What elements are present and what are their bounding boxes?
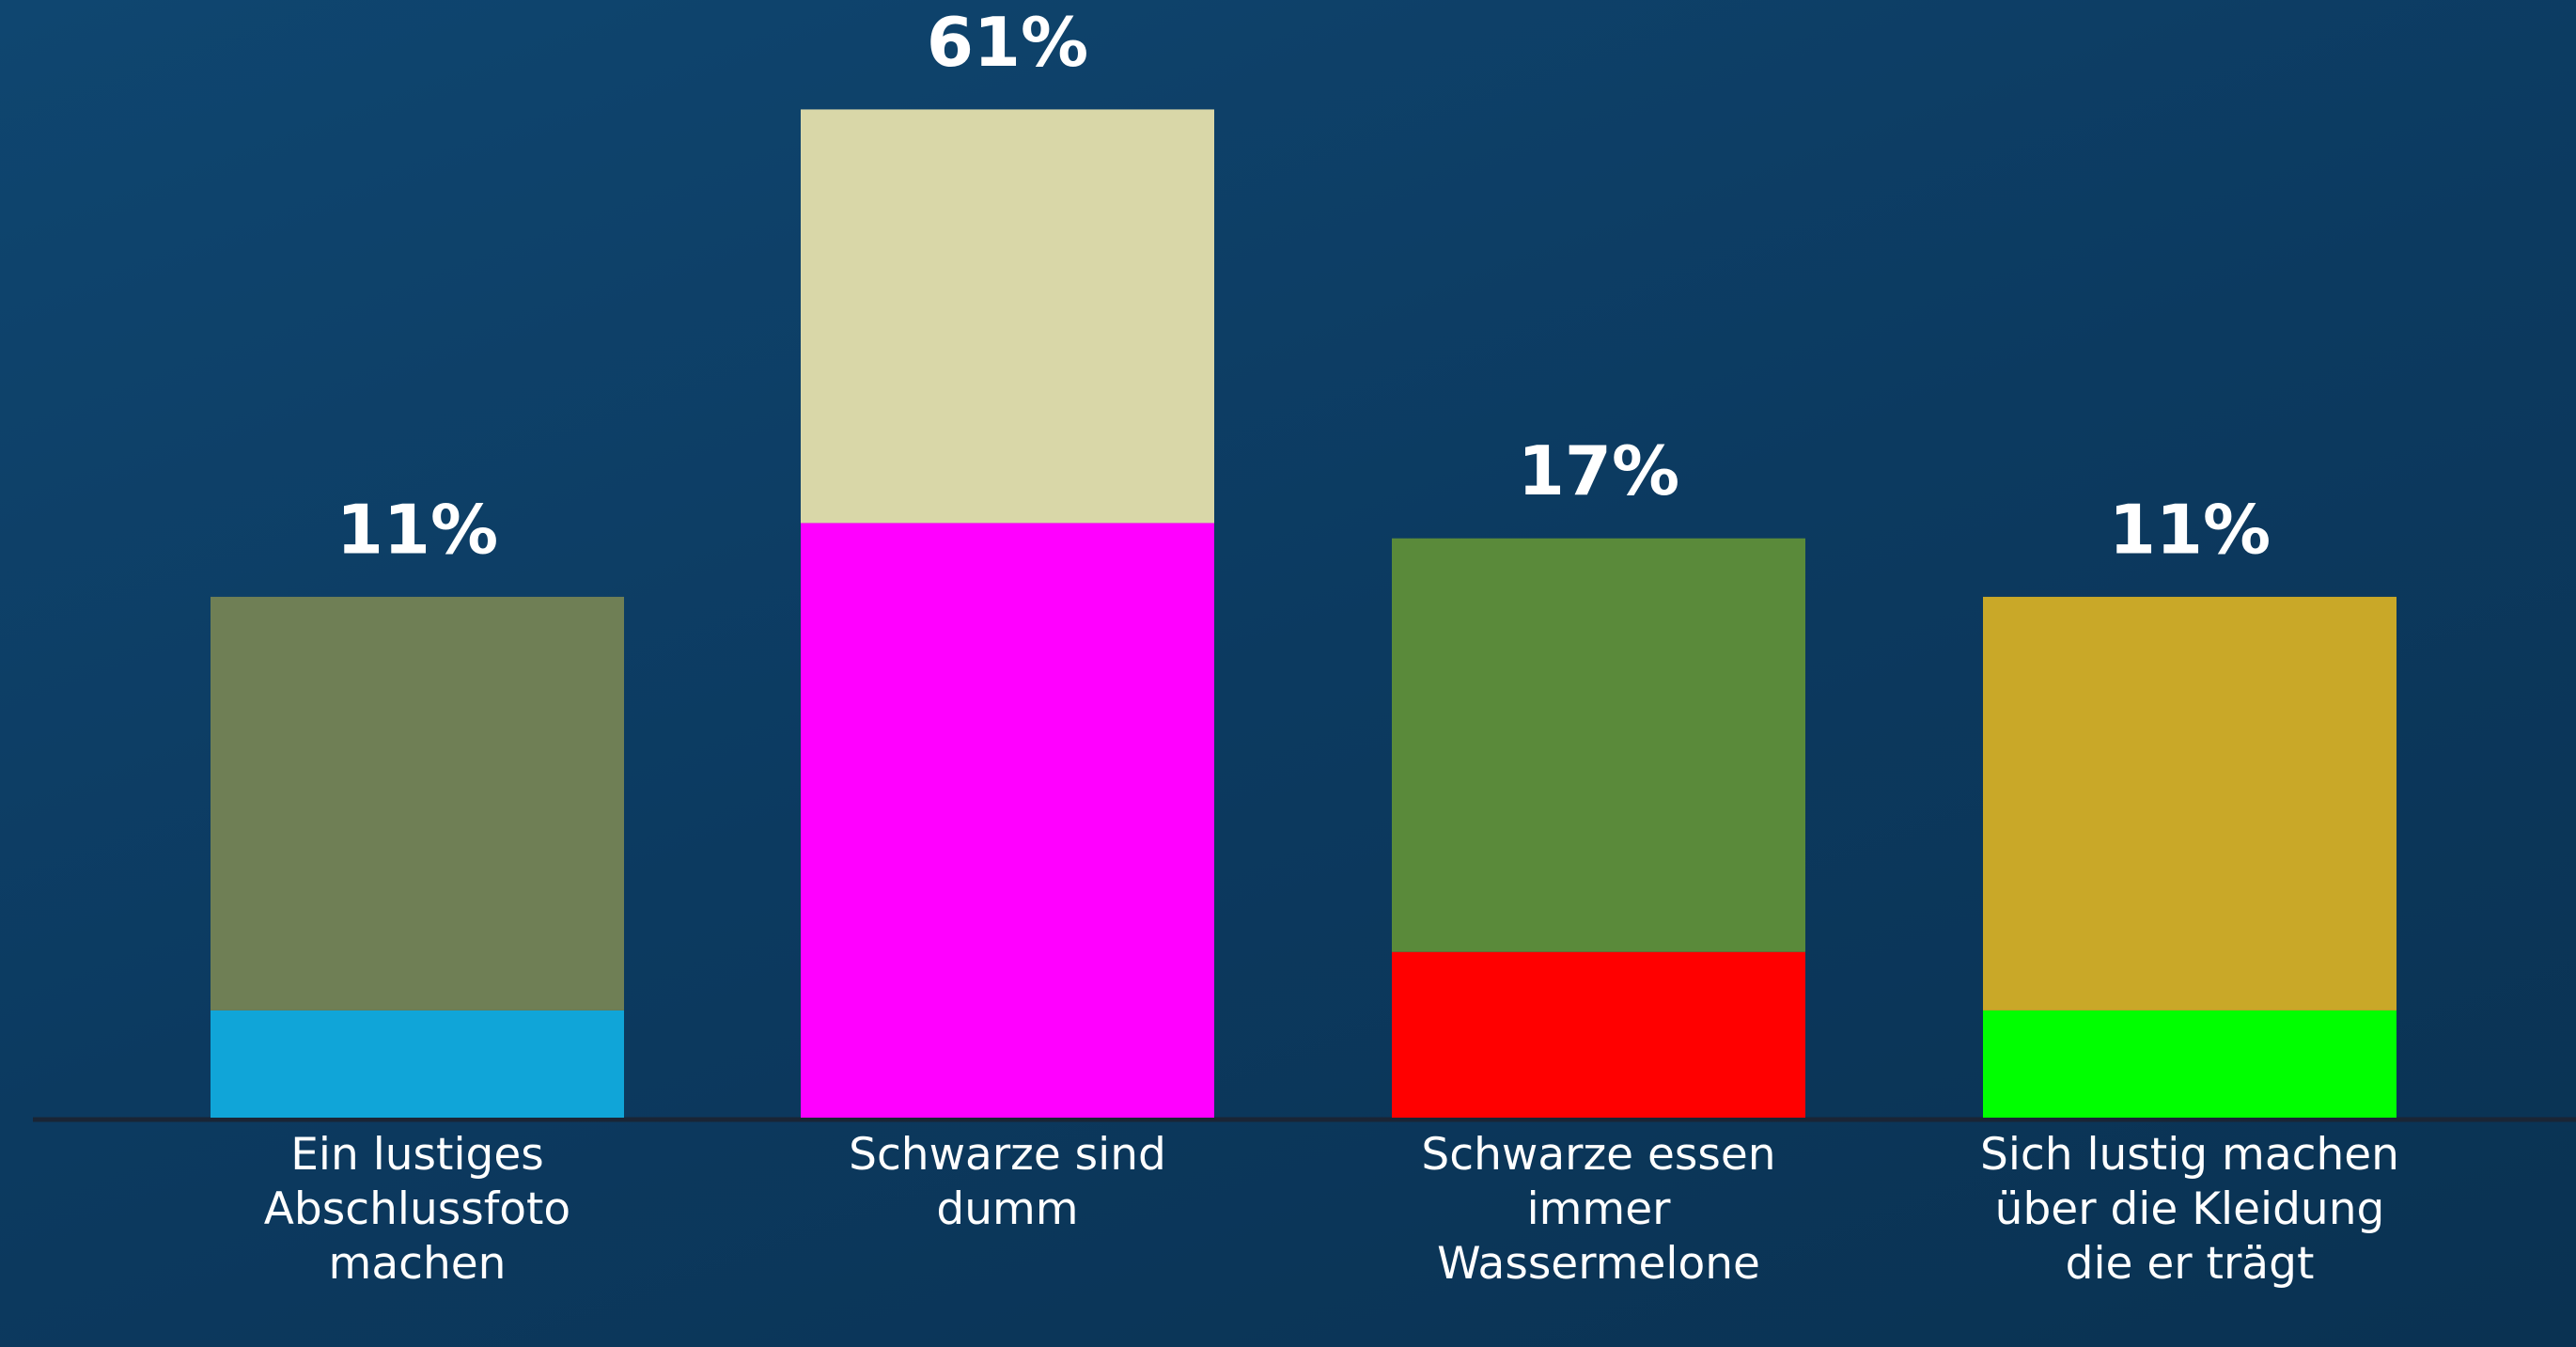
category-label: Sich lustig machen über die Kleidung die… xyxy=(1980,1129,2399,1290)
bar xyxy=(801,523,1214,1118)
category-label: Schwarze essen immer Wassermelone xyxy=(1421,1129,1776,1290)
bar xyxy=(1983,1010,2396,1118)
category-label: Schwarze sind dumm xyxy=(849,1129,1166,1235)
bar-image xyxy=(1983,596,2396,1010)
bar xyxy=(1392,951,1805,1118)
value-label: 11% xyxy=(336,490,498,569)
value-label: 11% xyxy=(2109,490,2271,569)
bar xyxy=(211,1010,624,1118)
category-label: Ein lustiges Abschlussfoto machen xyxy=(263,1129,571,1290)
value-label: 17% xyxy=(1518,431,1679,510)
bar-image xyxy=(1392,538,1805,952)
value-label: 61% xyxy=(927,3,1088,82)
bar-image xyxy=(211,596,624,1010)
bar-image xyxy=(801,109,1214,524)
